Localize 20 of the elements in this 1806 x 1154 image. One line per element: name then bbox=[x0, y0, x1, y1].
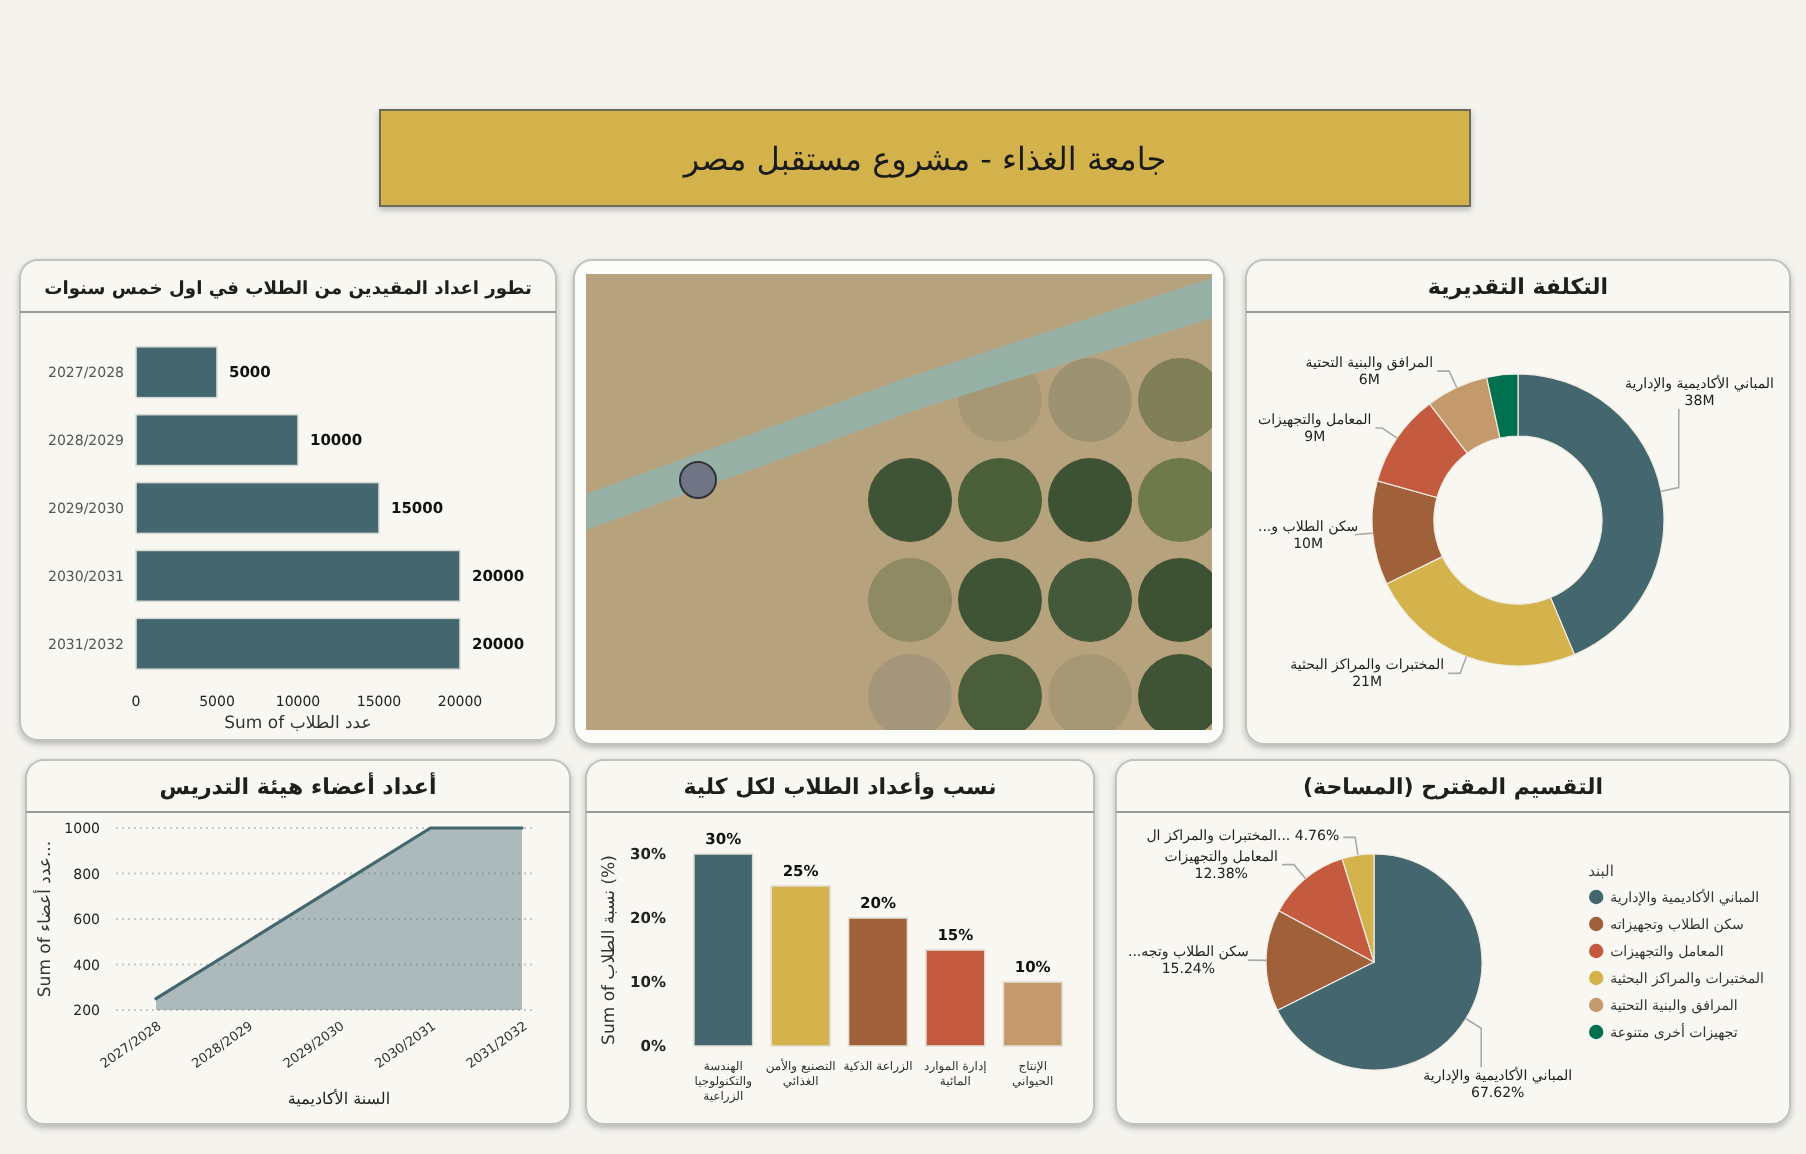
x-axis-title: Sum of عدد الطلاب bbox=[224, 714, 372, 734]
text: جامعة الغذاء - مشروع مستقبل مصر bbox=[681, 140, 1167, 178]
chart-title: تطور اعداد المقيدين من الطلاب في اول خمس سنوات bbox=[44, 280, 532, 300]
chart-title: أعداد أعضاء هيئة التدريس bbox=[159, 772, 437, 800]
bar bbox=[925, 949, 986, 1047]
y-axis-title: Sum of نسبة الطلاب (%) bbox=[600, 855, 620, 1045]
bar bbox=[847, 917, 909, 1047]
bar bbox=[1002, 981, 1063, 1047]
bar bbox=[135, 617, 461, 671]
bar bbox=[770, 885, 831, 1047]
chart-title: نسب وأعداد الطلاب لكل كلية bbox=[683, 772, 997, 800]
y-axis-title: Sum of عدد أعضاء... bbox=[32, 840, 56, 998]
chart-title: التكلفة التقديرية bbox=[1427, 274, 1609, 300]
chart-title: التقسيم المقترح (المساحة) bbox=[1303, 774, 1603, 800]
bar bbox=[135, 481, 380, 535]
x-axis-title: السنة الأكاديمية bbox=[287, 1088, 391, 1108]
bar bbox=[135, 413, 299, 467]
bar bbox=[135, 549, 461, 603]
bar bbox=[693, 853, 754, 1047]
bar bbox=[135, 345, 218, 399]
